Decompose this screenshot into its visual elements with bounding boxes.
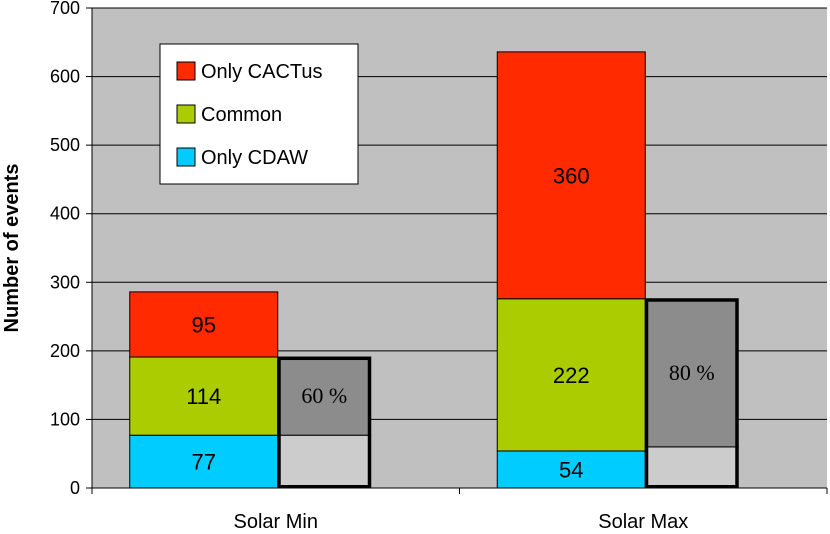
percentage-label: 60 % <box>301 383 347 408</box>
comparison-bar-outline <box>277 357 371 488</box>
data-label: 360 <box>553 163 590 188</box>
legend-swatch <box>176 147 196 167</box>
comparison-bar-lower <box>277 434 372 489</box>
bar-segment <box>496 51 646 300</box>
y-tick-label: 700 <box>50 0 80 18</box>
comparison-bar-lower <box>644 446 739 489</box>
data-label: 77 <box>192 450 216 475</box>
x-category-label: Solar Min <box>234 511 318 533</box>
bar-segment <box>496 298 646 452</box>
legend-label: Only CACTus <box>201 61 323 83</box>
y-tick-label: 400 <box>50 204 80 224</box>
y-tick-label: 100 <box>50 409 80 429</box>
data-label: 222 <box>553 363 590 388</box>
x-category-label: Solar Max <box>598 511 688 533</box>
y-tick-label: 600 <box>50 67 80 87</box>
percentage-label: 80 % <box>669 360 715 385</box>
legend-label: Common <box>201 104 282 126</box>
bar-segment <box>129 291 279 358</box>
legend-swatch <box>176 61 196 81</box>
y-tick-label: 200 <box>50 341 80 361</box>
bar-segment <box>496 450 646 489</box>
data-label: 114 <box>186 384 221 409</box>
comparison-bar-outline <box>645 298 739 488</box>
data-label: 95 <box>192 312 216 337</box>
y-tick-label: 500 <box>50 135 80 155</box>
legend-label: Only CDAW <box>201 147 308 169</box>
y-axis-title: Number of events <box>1 164 23 333</box>
y-tick-label: 0 <box>70 478 80 498</box>
y-tick-label: 300 <box>50 272 80 292</box>
bar-segment <box>129 356 279 436</box>
legend-swatch <box>176 104 196 124</box>
data-label: 54 <box>559 457 583 482</box>
